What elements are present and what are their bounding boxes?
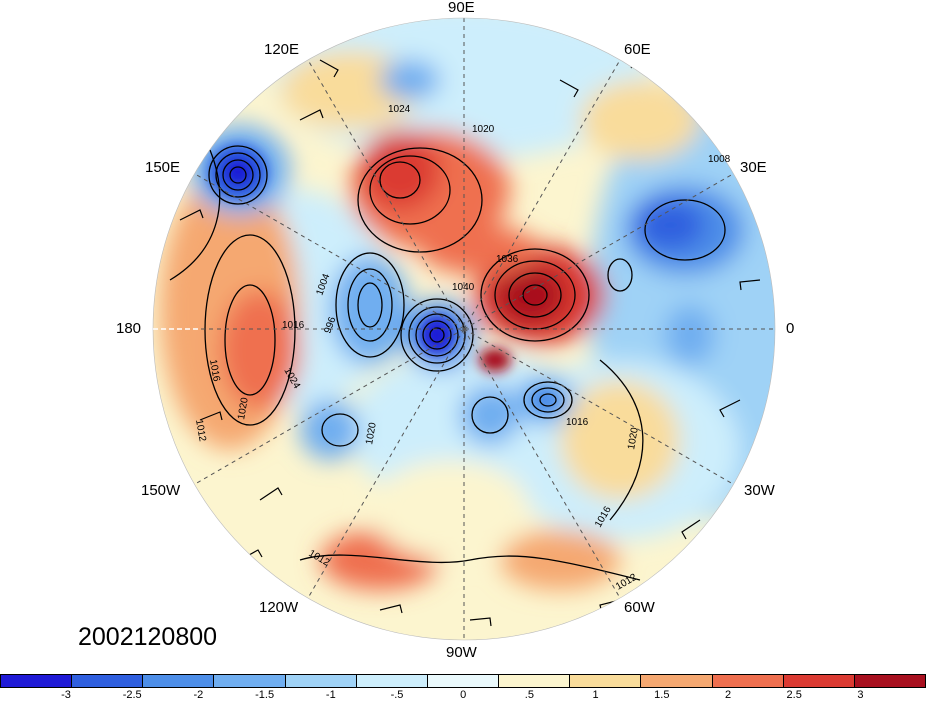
contour-label: 1008 — [708, 154, 731, 165]
contour-label: 1012 — [193, 419, 208, 443]
colorbar-swatch — [72, 675, 144, 687]
contour-label: 1024 — [388, 104, 411, 115]
lon-label-30w: 30W — [744, 482, 775, 499]
contour-label: 1020 — [472, 124, 495, 135]
colorbar-swatch — [570, 675, 642, 687]
isobar-contours — [169, 145, 726, 581]
contour-label: 1016 — [282, 320, 305, 331]
polar-stereographic-map: 1024 1020 1008 1036 1040 1004 996 1016 1… — [152, 17, 776, 641]
colorbar-tick-label: -1 — [325, 689, 336, 701]
anomaly-field — [153, 18, 775, 640]
contour-label: 1020 — [364, 421, 379, 445]
lon-label-90e: 90E — [448, 0, 475, 16]
colorbar-tick-label: 1 — [592, 689, 599, 701]
lon-label-120e: 120E — [264, 41, 300, 58]
colorbar-swatch — [783, 675, 855, 687]
graticule — [153, 18, 775, 640]
lon-label-90w: 90W — [446, 644, 477, 661]
colorbar-swatch — [854, 675, 926, 687]
colorbar-swatch — [356, 675, 428, 687]
lon-label-180: 180 — [116, 320, 142, 337]
colorbar-swatch — [285, 675, 357, 687]
colorbar-swatch — [1, 675, 73, 687]
colorbar-tick-label: -2.5 — [122, 689, 142, 701]
contour-label: 1020 — [626, 426, 641, 450]
colorbar-swatch — [427, 675, 500, 687]
lon-label-60w: 60W — [624, 599, 655, 616]
colorbar-tick-labels: -3 -2.5 -2 -1.5 -1 -.5 0 .5 1 1.5 2 2.5 3 — [0, 689, 928, 702]
colorbar-swatch — [712, 675, 784, 687]
colorbar-tick-label: 3 — [857, 689, 864, 701]
colorbar-tick-label: -1.5 — [255, 689, 275, 701]
colorbar-tick-label: -.5 — [390, 689, 404, 701]
colorbar-tick-label: 2.5 — [786, 689, 802, 701]
colorbar-swatch — [143, 675, 215, 687]
contour-label: 1020 — [236, 396, 251, 420]
lon-label-150w: 150W — [141, 482, 181, 499]
colorbar-swatch — [214, 675, 286, 687]
colorbar-tick-label: .5 — [524, 689, 534, 701]
colorbar-tick-label: 0 — [460, 689, 467, 701]
colorbar-swatch — [499, 675, 571, 687]
date-stamp: 2002120800 — [78, 623, 218, 651]
lon-label-120w: 120W — [259, 599, 299, 616]
lon-label-150e: 150E — [145, 159, 181, 176]
colorbar-tick-label: 1.5 — [654, 689, 670, 701]
colorbar-tick-label: 2 — [724, 689, 732, 701]
lon-label-60e: 60E — [624, 41, 651, 58]
contour-label: 1016 — [566, 417, 589, 428]
lon-label-0: 0 — [786, 320, 795, 337]
contour-label: 1016 — [207, 359, 222, 383]
lon-label-30e: 30E — [740, 159, 767, 176]
contour-label: 1040 — [452, 282, 475, 293]
colorbar — [0, 674, 926, 688]
colorbar-swatch — [641, 675, 713, 687]
colorbar-tick-label: -2 — [193, 689, 204, 701]
contour-label: 1036 — [496, 254, 519, 265]
colorbar-tick-label: -3 — [61, 689, 71, 701]
